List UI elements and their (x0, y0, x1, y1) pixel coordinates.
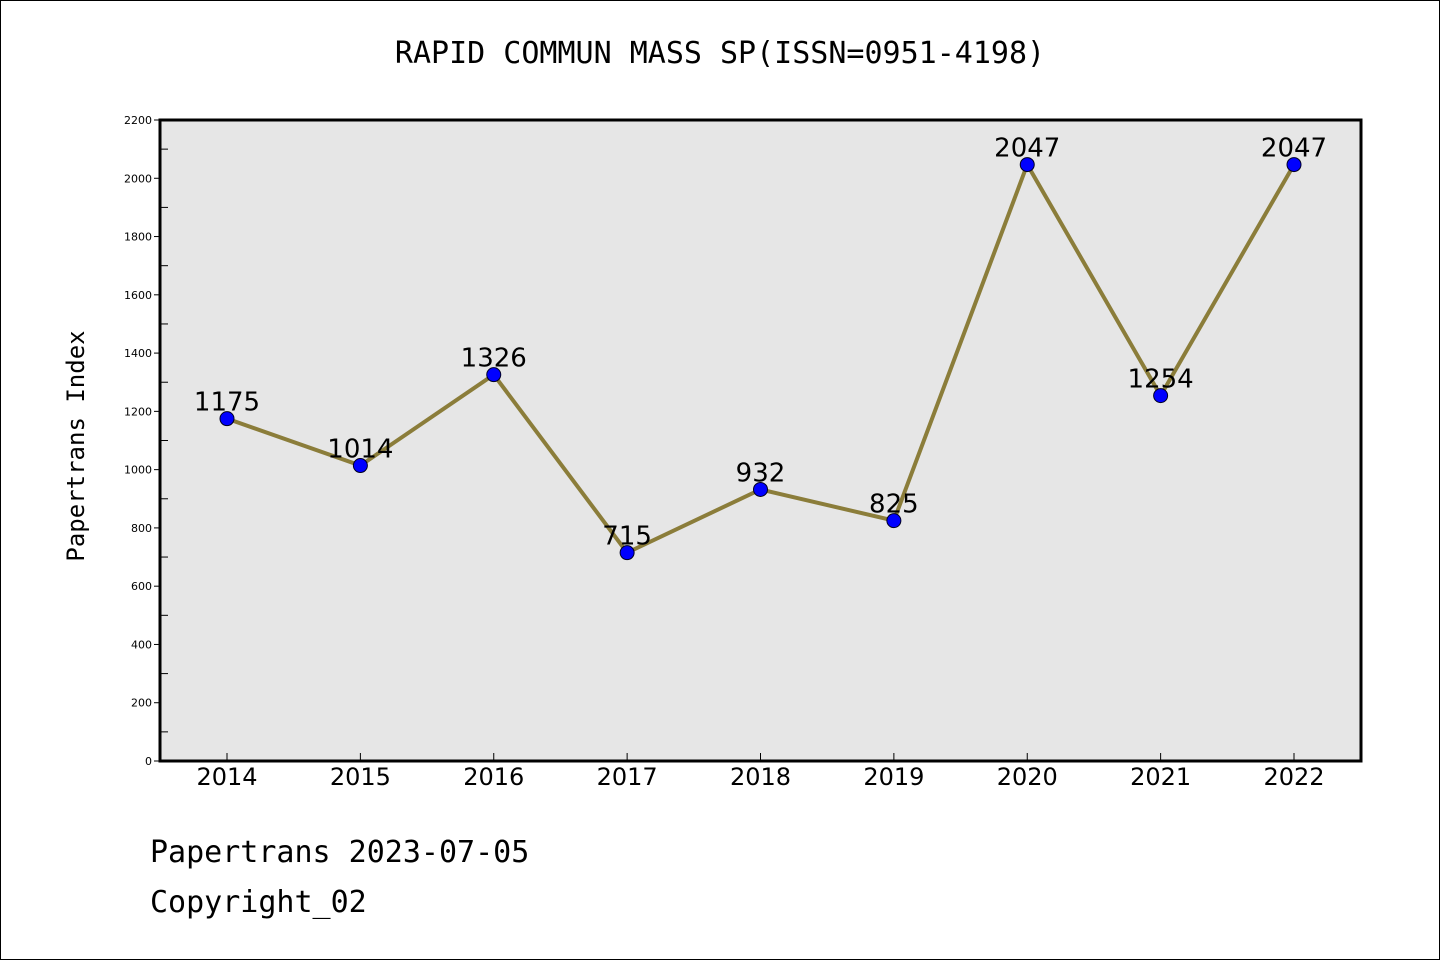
y-tick-label: 800 (131, 522, 152, 535)
x-tick-label: 2014 (196, 763, 257, 791)
data-point (219, 411, 235, 427)
data-point (753, 481, 768, 497)
data-point (1286, 157, 1302, 173)
series-group (219, 157, 1302, 561)
data-point (619, 545, 635, 561)
y-tick-label: 1600 (124, 289, 152, 302)
x-tick-label: 2016 (463, 763, 524, 791)
y-tick-label: 400 (131, 638, 152, 651)
x-tick-label: 2018 (730, 763, 791, 791)
data-point (886, 513, 902, 529)
data-label: 1175 (194, 388, 260, 418)
y-tick-label: 1800 (124, 231, 152, 244)
data-point (486, 367, 502, 383)
y-axis-ticks: 0 200 400 600 800 1000 1200 1400 1600 1800 2000 220… (124, 114, 168, 768)
data-label: 2047 (1261, 134, 1327, 164)
y-tick-label: 1000 (124, 464, 152, 477)
data-labels: 1175 1014 1326 715 932 825 2047 1254 2047 (194, 134, 1327, 552)
footer-date: Papertrans 2023-07-05 (150, 835, 530, 870)
y-tick-label: 2000 (124, 172, 152, 185)
chart-title: RAPID COMMUN MASS SP(ISSN=0951-4198) (394, 36, 1046, 71)
x-tick-label: 2022 (1263, 763, 1324, 791)
x-tick-label: 2019 (863, 763, 924, 791)
data-label: 1326 (461, 344, 527, 374)
data-point (352, 458, 368, 474)
footer-copyright: Copyright_02 (150, 885, 367, 920)
y-tick-label: 1200 (124, 405, 152, 418)
y-tick-label: 0 (145, 755, 152, 768)
y-tick-label: 2200 (124, 114, 152, 127)
data-point (1153, 388, 1169, 404)
y-tick-label: 600 (131, 580, 152, 593)
data-label: 932 (736, 458, 786, 488)
x-axis-ticks: 2014 2015 2016 2017 2018 2019 2020 2021 2022 (196, 753, 1325, 791)
data-label: 1254 (1128, 365, 1194, 395)
data-label: 2047 (994, 134, 1060, 164)
y-tick-label: 1400 (124, 347, 152, 360)
data-label: 715 (602, 522, 652, 552)
data-label: 1014 (327, 435, 393, 465)
plot-area (158, 118, 1363, 763)
data-label: 825 (869, 490, 919, 520)
data-point (1019, 157, 1035, 173)
x-tick-label: 2020 (997, 763, 1058, 791)
y-tick-label: 200 (131, 697, 152, 710)
x-tick-label: 2015 (330, 763, 391, 791)
x-tick-label: 2017 (597, 763, 658, 791)
x-tick-label: 2021 (1130, 763, 1191, 791)
